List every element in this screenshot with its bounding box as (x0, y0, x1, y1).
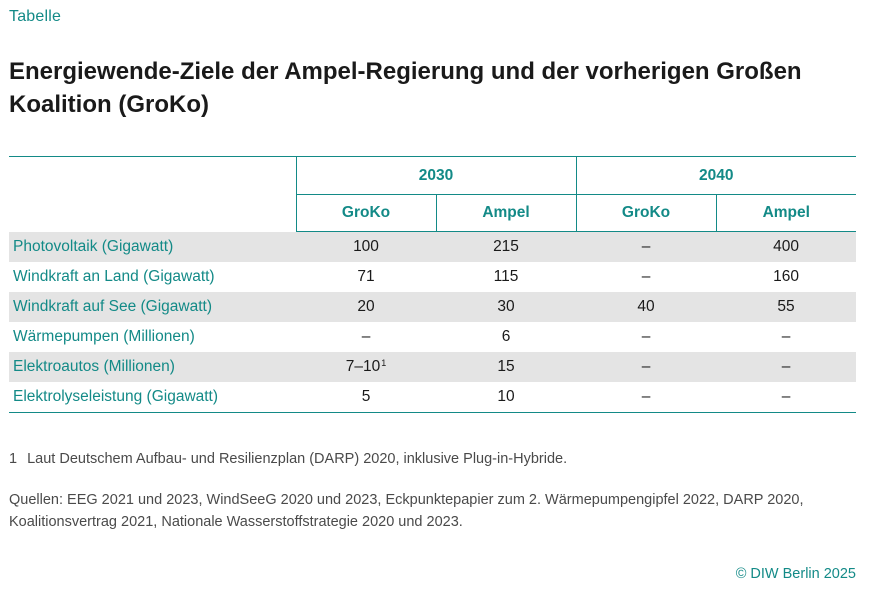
row-label: Windkraft auf See (Gigawatt) (9, 292, 296, 322)
table-row: Windkraft an Land (Gigawatt) 71 115 – 16… (9, 262, 857, 292)
cell-2040-groko: – (576, 382, 717, 413)
cell-2040-groko: 40 (576, 292, 717, 322)
cell-2040-ampel: – (716, 322, 857, 352)
coalition-header-row: GroKo Ampel GroKo Ampel (9, 194, 857, 232)
cell-2040-groko: – (576, 352, 717, 382)
header-2030-groko: GroKo (296, 194, 437, 232)
table-row: Elektroautos (Millionen) 7–101 15 – – (9, 352, 857, 382)
cell-2040-ampel: 160 (716, 262, 857, 292)
year-header-2030: 2030 (296, 156, 577, 195)
cell-2030-groko: 71 (296, 262, 436, 292)
cell-value: 7–10 (345, 358, 381, 375)
row-label: Elektroautos (Millionen) (9, 352, 296, 382)
cell-2040-groko: – (576, 231, 717, 262)
year-header-2040: 2040 (576, 156, 857, 195)
footnote: 1 Laut Deutschem Aufbau- und Resilienzpl… (9, 451, 567, 467)
cell-2040-ampel: – (716, 352, 857, 382)
cell-2040-ampel: – (716, 382, 857, 413)
header-2040-groko: GroKo (576, 194, 717, 232)
table-row: Windkraft auf See (Gigawatt) 20 30 40 55 (9, 292, 857, 322)
year-header-row: 2030 2040 (9, 156, 857, 232)
cell-2030-groko: 100 (296, 231, 436, 262)
cell-2030-groko: 5 (296, 382, 436, 413)
cell-2030-groko: 7–101 (296, 352, 436, 382)
table-row: Elektrolyseleistung (Gigawatt) 5 10 – – (9, 382, 857, 413)
page-title: Energiewende-Ziele der Ampel-Regierung u… (9, 58, 802, 118)
section-kicker: Tabelle (9, 8, 62, 25)
cell-2040-groko: – (576, 262, 717, 292)
header-stub (9, 156, 297, 232)
cell-2030-ampel: 115 (436, 262, 577, 292)
table-row: Wärmepumpen (Millionen) – 6 – – (9, 322, 857, 352)
sources-note: Quellen: EEG 2021 und 2023, WindSeeG 202… (9, 492, 804, 530)
cell-2040-ampel: 400 (716, 231, 857, 262)
cell-2030-ampel: 10 (436, 382, 577, 413)
row-label: Photovoltaik (Gigawatt) (9, 231, 296, 262)
cell-2030-groko: – (296, 322, 436, 352)
cell-2030-groko: 20 (296, 292, 436, 322)
footnote-text: Laut Deutschem Aufbau- und Resilienzplan… (27, 451, 568, 467)
targets-table: 2030 2040 GroKo Ampel GroKo Ampel Photov… (9, 156, 857, 413)
cell-2030-ampel: 15 (436, 352, 577, 382)
header-2040-ampel: Ampel (716, 194, 857, 232)
row-label: Elektrolyseleistung (Gigawatt) (9, 382, 296, 413)
row-label: Windkraft an Land (Gigawatt) (9, 262, 296, 292)
row-label: Wärmepumpen (Millionen) (9, 322, 296, 352)
footnote-marker: 1 (381, 358, 387, 368)
cell-2040-ampel: 55 (716, 292, 857, 322)
cell-2030-ampel: 6 (436, 322, 577, 352)
header-2030-ampel: Ampel (436, 194, 577, 232)
cell-2030-ampel: 30 (436, 292, 577, 322)
table-row: Photovoltaik (Gigawatt) 100 215 – 400 (9, 231, 857, 262)
footnote-number: 1 (9, 451, 18, 467)
cell-2030-ampel: 215 (436, 231, 577, 262)
cell-2040-groko: – (576, 322, 717, 352)
copyright: © DIW Berlin 2025 (735, 566, 856, 582)
